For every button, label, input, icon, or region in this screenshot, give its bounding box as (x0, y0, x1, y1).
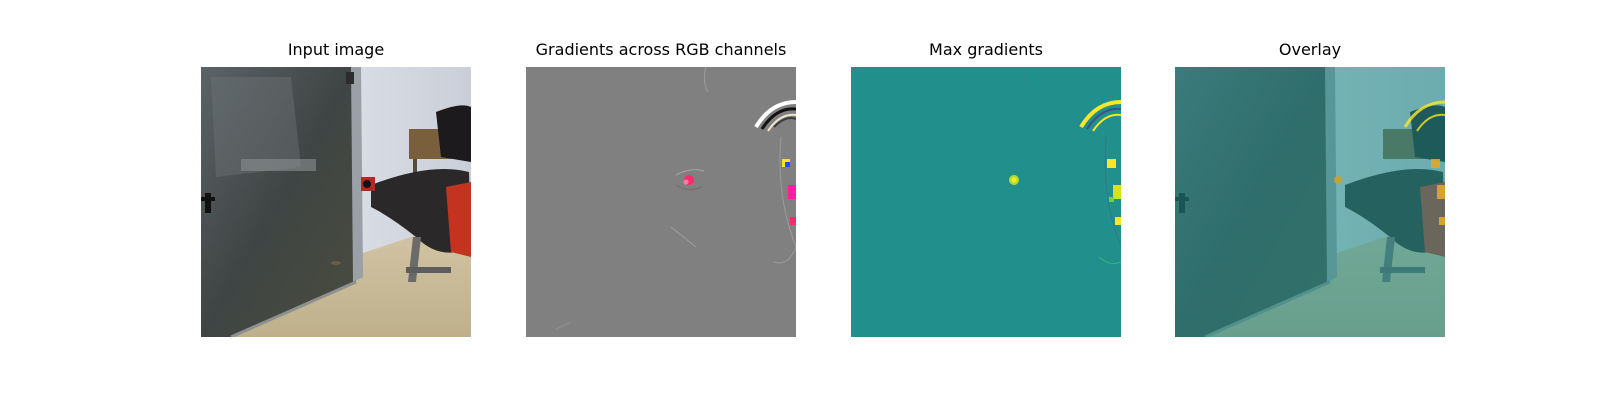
max-gradients-panel: Max gradients (851, 0, 1121, 400)
max-gradients-image (851, 67, 1121, 337)
panel-title: Overlay (1278, 40, 1342, 59)
rgb-gradients-panel: Gradients across RGB channels (526, 0, 796, 400)
rgb-gradients-image (526, 67, 796, 337)
overlay-image (1175, 67, 1445, 337)
input-image (201, 67, 471, 337)
panel-title: Input image (287, 40, 385, 59)
panel-title: Gradients across RGB channels (535, 40, 787, 59)
input-image-panel: Input image (201, 0, 471, 400)
panel-title: Max gradients (929, 40, 1043, 59)
overlay-panel: Overlay (1175, 0, 1445, 400)
